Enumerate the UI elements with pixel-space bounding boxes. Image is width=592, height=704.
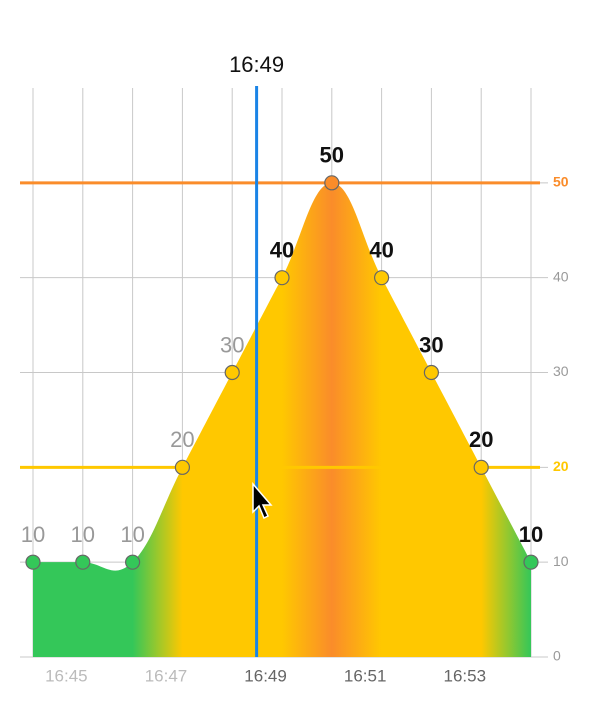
y-tick-label: 10 [553,553,569,569]
area [33,182,531,658]
data-point [174,459,190,475]
data-point [473,459,489,475]
data-label: 20 [170,427,194,452]
data-label: 10 [21,522,45,547]
data-label: 20 [469,427,493,452]
data-label: 40 [369,237,393,262]
x-tick-label: 16:47 [145,666,188,685]
x-tick-label: 16:51 [344,666,387,685]
cursor-label: 16:49 [229,52,284,77]
y-tick-label: 40 [553,268,569,284]
mouse-pointer [252,481,273,520]
data-label: 30 [220,332,244,357]
y-tick-label: 50 [553,174,569,190]
x-tick-label: 16:53 [443,666,486,685]
x-tick-label: 16:45 [45,666,88,685]
data-label: 10 [519,522,543,547]
data-label: 30 [419,332,443,357]
data-point [75,554,91,570]
x-tick-label: 16:49 [244,666,287,685]
data-point [523,554,539,570]
data-point [324,175,340,191]
data-point [25,554,41,570]
data-point [125,554,141,570]
data-label: 50 [320,143,344,168]
data-point [274,270,290,286]
data-point [374,270,390,286]
data-point [423,364,439,381]
data-point [224,364,240,381]
data-label: 40 [270,237,294,262]
y-tick-label: 20 [553,458,569,474]
data-label: 10 [71,522,95,547]
y-tick-label: 0 [553,648,561,664]
data-label: 10 [120,522,144,547]
y-tick-label: 30 [553,363,569,379]
